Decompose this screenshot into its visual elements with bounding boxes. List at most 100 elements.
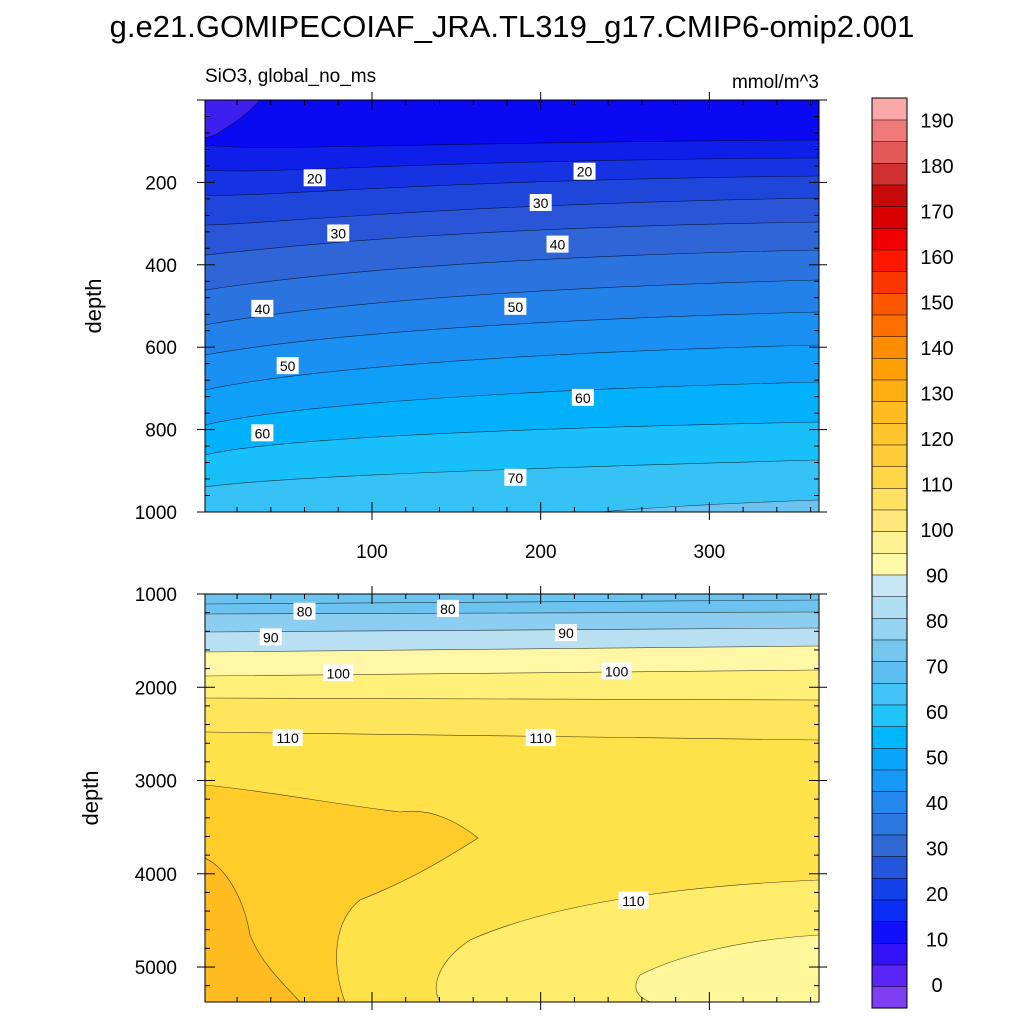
contour-label-text: 60	[255, 425, 271, 441]
y-tick-label: 1000	[135, 503, 177, 524]
y-tick-label: 200	[145, 173, 177, 194]
contour-label-text: 80	[440, 601, 456, 617]
colorbar-swatch	[871, 444, 908, 467]
contour-line	[436, 879, 819, 1002]
colorbar-swatch	[871, 509, 908, 532]
colorbar-swatch	[871, 292, 908, 316]
colorbar-label: 60	[926, 702, 948, 724]
bottom-contour-labels: 80 80 90 90 100 100 110 110 110	[259, 599, 649, 909]
contour-label-text: 40	[550, 237, 566, 253]
colorbar-swatch	[871, 747, 908, 771]
colorbar-swatch	[871, 856, 908, 879]
fill-band	[205, 785, 478, 1002]
contour-label-box	[554, 624, 577, 642]
colorbar-swatch	[871, 661, 908, 684]
contour-line	[205, 421, 819, 456]
contour-label: 40	[251, 299, 274, 317]
contour-line	[205, 197, 819, 226]
fill-band	[205, 858, 300, 1002]
contour-label-box	[272, 729, 303, 747]
colorbar-label: 100	[920, 520, 953, 542]
contour-line	[205, 221, 819, 256]
contour-label-text: 50	[508, 299, 524, 315]
contour-label: 80	[436, 599, 459, 617]
contour-label-box	[323, 664, 354, 682]
colorbar-label: 170	[920, 202, 953, 224]
contour-label: 30	[529, 194, 552, 211]
colorbar-label: 130	[920, 384, 953, 406]
colorbar-label: 110	[921, 475, 953, 497]
contour-label: 100	[601, 662, 632, 680]
contour-label: 70	[504, 468, 527, 486]
colorbar-label: 160	[920, 247, 953, 269]
bottom-panel: 80 80 90 90 100 100 110 110 110 1000 2000 3000 4000…	[78, 558, 827, 1010]
contour-label-text: 30	[533, 195, 549, 211]
colorbar-swatch	[871, 704, 908, 727]
y-tick-label: 5000	[135, 958, 177, 979]
top-ylabel: depth	[81, 278, 106, 333]
y-tick-label: 1000	[135, 585, 177, 606]
colorbar-label: 150	[920, 293, 953, 315]
colorbar-label: 0	[931, 975, 942, 997]
bottom-ylabel: depth	[78, 770, 103, 825]
contour-label-text: 90	[558, 625, 574, 641]
colorbar-swatch	[871, 162, 908, 186]
fill-band	[205, 594, 819, 614]
contour-label-text: 110	[622, 893, 645, 909]
colorbar-swatch	[871, 617, 908, 641]
x-tick-label: 300	[694, 542, 726, 563]
contour-label-text: 20	[307, 170, 323, 186]
contour-label: 80	[293, 602, 316, 620]
contour-label-text: 90	[263, 629, 279, 645]
colorbar-swatch	[871, 574, 908, 597]
top-contour-fill	[205, 100, 819, 512]
contour-label-box	[293, 602, 316, 620]
contour-label-text: 110	[276, 730, 299, 746]
contour-line	[205, 344, 819, 391]
contour-label: 50	[276, 357, 299, 375]
contour-line	[205, 100, 261, 139]
contour-line	[205, 645, 819, 653]
contour-label: 110	[618, 891, 649, 909]
bottom-tick-labels: 1000 2000 3000 4000 5000	[135, 585, 177, 979]
colorbar-swatch	[871, 401, 908, 424]
colorbar-swatch	[871, 726, 908, 749]
contour-label-text: 100	[327, 665, 351, 681]
fill-band	[205, 698, 819, 740]
contour-label-box	[504, 468, 527, 486]
colorbar-swatch	[871, 964, 908, 987]
colorbar-swatch	[871, 834, 908, 857]
contour-label-text: 30	[330, 225, 346, 241]
contour-label-box	[276, 357, 299, 375]
y-tick-label: 2000	[135, 678, 177, 699]
contour-line	[205, 459, 819, 488]
colorbar-swatch	[871, 336, 908, 359]
contour-label: 110	[272, 729, 303, 747]
contour-line	[205, 279, 819, 326]
top-tick-labels: 100 200 300 200 400 600 800 1000	[135, 173, 725, 563]
colorbar-swatch	[871, 552, 908, 576]
x-tick-label: 100	[356, 542, 388, 563]
colorbar-swatch	[871, 596, 908, 619]
contour-line	[635, 934, 819, 1002]
fill-band	[205, 670, 819, 700]
contour-line	[205, 311, 819, 356]
contour-line	[205, 697, 819, 701]
y-tick-label: 4000	[135, 865, 177, 886]
contour-label-text: 110	[530, 730, 553, 746]
colorbar-label: 70	[926, 657, 948, 679]
contour-label-text: 100	[605, 663, 629, 679]
contour-line	[205, 784, 479, 1002]
fill-band	[205, 558, 819, 594]
contour-label-box	[251, 424, 274, 442]
top-plot-frame	[204, 99, 820, 513]
contour-line	[205, 669, 819, 677]
colorbar-swatch	[871, 877, 908, 901]
fill-band	[205, 612, 819, 632]
contour-line	[205, 139, 819, 148]
colorbar-swatch	[871, 639, 908, 662]
top-panel: SiO3, global_no_ms mmol/m^3	[81, 66, 827, 563]
colorbar-swatch	[871, 97, 908, 121]
fill-band	[635, 935, 819, 1002]
contour-label: 60	[251, 424, 274, 442]
